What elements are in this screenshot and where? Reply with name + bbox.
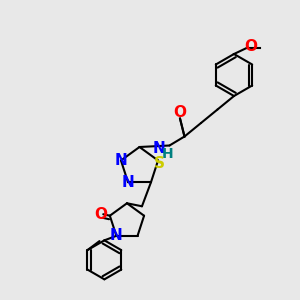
- Text: N: N: [153, 141, 165, 156]
- Text: H: H: [162, 147, 174, 161]
- Text: N: N: [110, 228, 123, 243]
- Text: S: S: [154, 156, 165, 171]
- Text: O: O: [244, 39, 257, 54]
- Text: N: N: [115, 153, 127, 168]
- Text: N: N: [122, 175, 134, 190]
- Text: O: O: [94, 207, 107, 222]
- Text: O: O: [173, 105, 187, 120]
